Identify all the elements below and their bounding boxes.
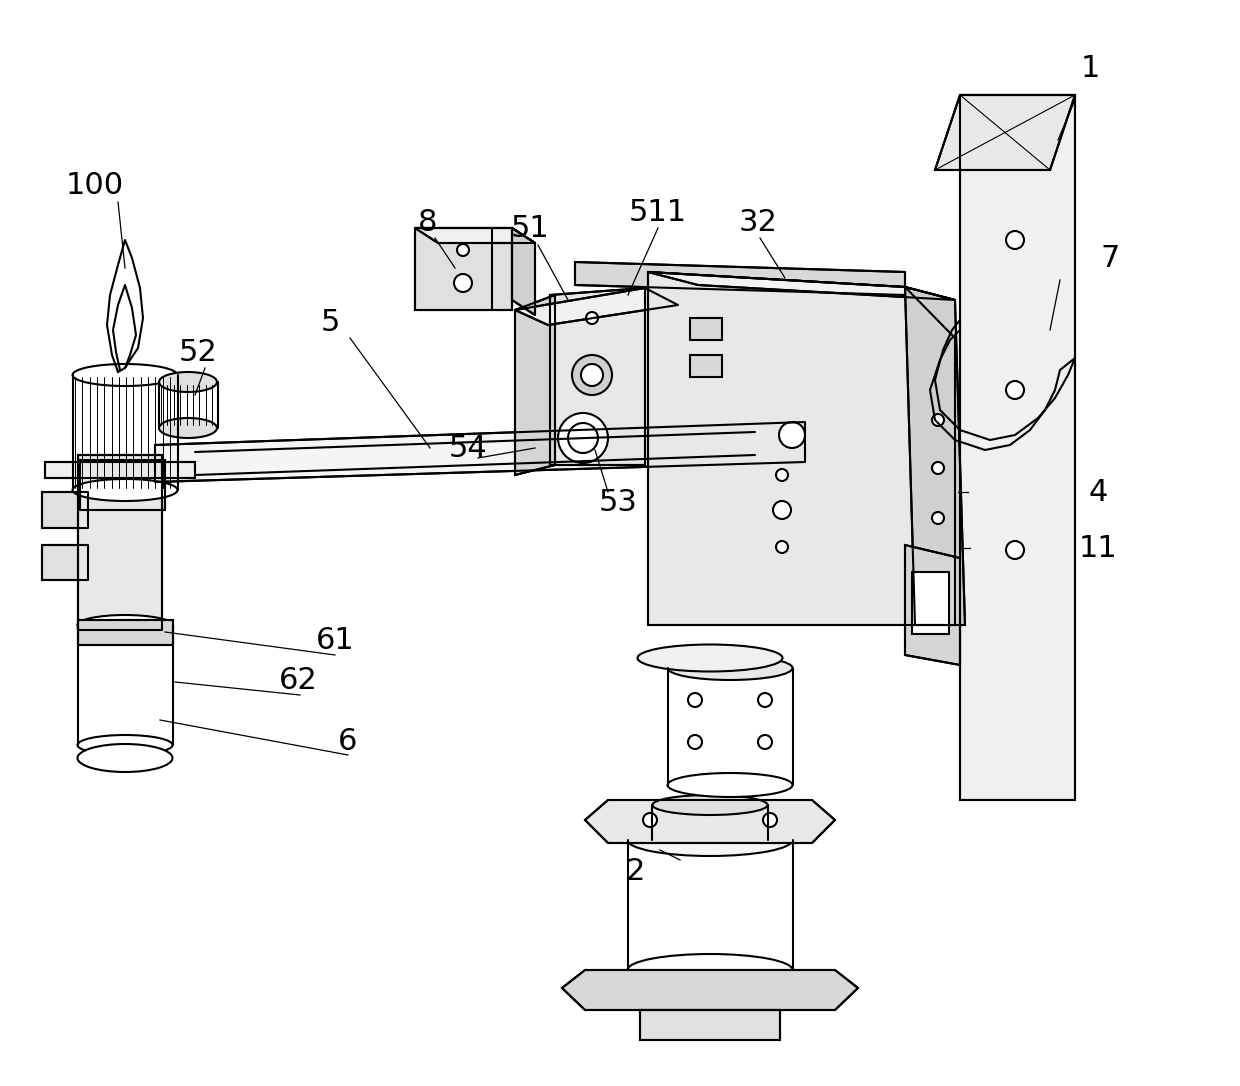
Text: 6: 6 [339, 728, 357, 757]
Text: 5: 5 [320, 307, 340, 337]
Ellipse shape [667, 656, 792, 680]
Circle shape [572, 355, 613, 395]
Text: 53: 53 [599, 488, 637, 517]
Circle shape [773, 501, 791, 519]
Circle shape [758, 735, 773, 749]
Ellipse shape [78, 615, 172, 635]
Text: 61: 61 [316, 626, 355, 655]
Circle shape [776, 469, 787, 481]
Circle shape [1006, 541, 1024, 559]
Polygon shape [905, 545, 960, 665]
Text: 1: 1 [1080, 53, 1100, 83]
Circle shape [758, 693, 773, 707]
Text: 11: 11 [1079, 533, 1117, 563]
Polygon shape [512, 228, 534, 315]
Polygon shape [415, 228, 534, 243]
Text: 8: 8 [418, 207, 438, 237]
Text: 62: 62 [279, 666, 317, 695]
Circle shape [583, 416, 601, 434]
Polygon shape [562, 970, 858, 1010]
Polygon shape [45, 462, 195, 478]
Polygon shape [42, 545, 88, 580]
Ellipse shape [652, 795, 768, 814]
Ellipse shape [667, 773, 792, 797]
Circle shape [932, 414, 944, 426]
Text: 32: 32 [739, 207, 777, 237]
Polygon shape [649, 272, 955, 626]
Polygon shape [78, 455, 162, 630]
Text: 511: 511 [629, 198, 687, 227]
Circle shape [688, 693, 702, 707]
Polygon shape [905, 287, 965, 626]
Text: 54: 54 [449, 433, 487, 463]
Text: 51: 51 [511, 214, 549, 242]
Polygon shape [649, 272, 955, 300]
Polygon shape [935, 94, 1075, 171]
Polygon shape [551, 288, 645, 465]
Ellipse shape [78, 744, 172, 772]
Polygon shape [415, 228, 512, 310]
Circle shape [558, 413, 608, 463]
Polygon shape [42, 492, 88, 528]
Bar [911, 572, 949, 634]
Circle shape [1006, 231, 1024, 249]
Circle shape [776, 541, 787, 553]
Circle shape [644, 813, 657, 828]
Circle shape [587, 312, 598, 324]
Circle shape [932, 462, 944, 473]
Polygon shape [78, 620, 174, 645]
Polygon shape [515, 295, 556, 475]
Ellipse shape [637, 644, 782, 671]
Ellipse shape [72, 479, 177, 501]
Circle shape [458, 244, 469, 256]
Circle shape [454, 274, 472, 292]
Text: 2: 2 [625, 858, 645, 886]
Bar [689, 318, 722, 340]
Polygon shape [640, 1010, 780, 1040]
Ellipse shape [627, 824, 792, 856]
Circle shape [932, 512, 944, 525]
Circle shape [582, 364, 603, 386]
Text: 52: 52 [179, 338, 217, 366]
Circle shape [779, 422, 805, 449]
Ellipse shape [72, 364, 177, 386]
Circle shape [1006, 381, 1024, 399]
Text: 4: 4 [1089, 478, 1107, 506]
Ellipse shape [627, 954, 792, 986]
Circle shape [763, 813, 777, 828]
Polygon shape [585, 800, 835, 843]
Polygon shape [960, 94, 1075, 800]
Circle shape [568, 424, 598, 453]
Polygon shape [81, 460, 165, 510]
Polygon shape [515, 288, 678, 325]
Polygon shape [575, 262, 905, 295]
Bar [689, 355, 722, 377]
Circle shape [688, 735, 702, 749]
Polygon shape [155, 422, 805, 482]
Ellipse shape [159, 372, 217, 392]
Text: 7: 7 [1100, 243, 1120, 273]
Text: 100: 100 [66, 171, 124, 200]
Ellipse shape [159, 418, 217, 438]
Ellipse shape [78, 735, 172, 755]
